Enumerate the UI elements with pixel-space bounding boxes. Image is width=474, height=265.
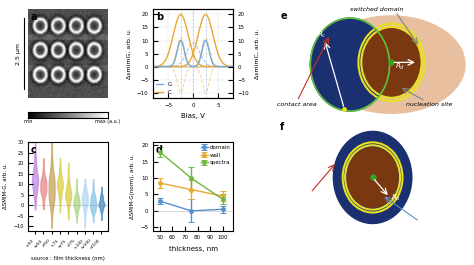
Circle shape (347, 148, 398, 207)
Text: contact area: contact area (277, 101, 317, 107)
Y-axis label: ΔSMIM-G(norm), arb. u.: ΔSMIM-G(norm), arb. u. (130, 154, 135, 219)
Circle shape (310, 18, 390, 111)
Text: 2.5 μm: 2.5 μm (17, 42, 21, 65)
X-axis label: thickness, nm: thickness, nm (169, 246, 218, 252)
Text: b: b (156, 12, 163, 22)
Circle shape (362, 28, 421, 97)
X-axis label: source : film thickness (nm): source : film thickness (nm) (31, 256, 105, 261)
Y-axis label: ΔsmimG, arb. u.: ΔsmimG, arb. u. (127, 28, 131, 79)
X-axis label: Bias, V: Bias, V (181, 113, 205, 119)
Legend: domain, wall, spectra: domain, wall, spectra (201, 145, 230, 165)
Text: c: c (31, 145, 36, 155)
Text: $R_c$: $R_c$ (317, 30, 326, 40)
Text: nucleation site: nucleation site (406, 101, 452, 107)
Text: $R_d$: $R_d$ (392, 193, 401, 203)
Ellipse shape (318, 16, 465, 113)
Legend: G, C: G, C (156, 82, 172, 95)
Text: a: a (31, 12, 37, 22)
Y-axis label: ΔSMIM-G, arb. u.: ΔSMIM-G, arb. u. (3, 163, 8, 209)
Text: d: d (156, 145, 163, 155)
Text: $R_d$: $R_d$ (395, 62, 405, 72)
Text: e: e (280, 11, 287, 21)
Text: switched domain: switched domain (350, 7, 403, 12)
Y-axis label: ΔsmimC, arb. u.: ΔsmimC, arb. u. (255, 28, 260, 79)
Text: f: f (280, 122, 284, 132)
Circle shape (333, 131, 412, 223)
